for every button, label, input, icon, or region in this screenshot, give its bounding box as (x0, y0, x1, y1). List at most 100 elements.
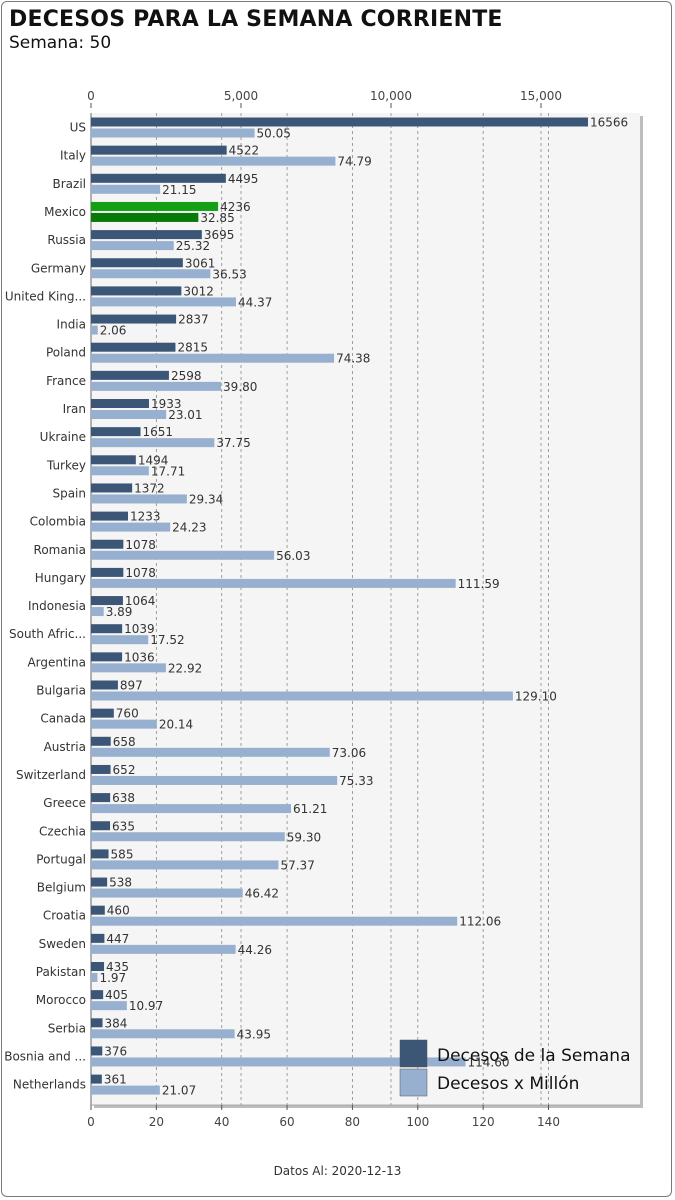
deaths-value-label: 1064 (125, 594, 156, 608)
category-label: France (46, 374, 86, 388)
category-label: Brazil (53, 177, 87, 191)
per-million-value-label: 114.60 (467, 1055, 509, 1069)
per-million-bar (91, 1057, 466, 1067)
top-axis-tick-label: 15,000 (520, 89, 562, 103)
deaths-value-label: 1036 (124, 650, 155, 664)
chart-subtitle: Semana: 50 (9, 33, 112, 53)
category-label: Morocco (36, 993, 86, 1007)
category-label: Bulgaria (36, 684, 86, 698)
deaths-bar (91, 1018, 103, 1028)
bottom-axis-tick-label: 120 (472, 1115, 495, 1129)
category-label: United King... (5, 289, 86, 303)
category-label: Mexico (44, 205, 86, 219)
per-million-value-label: 23.01 (168, 408, 202, 422)
deaths-bar (91, 173, 226, 183)
bottom-axis-tick-label: 20 (149, 1115, 164, 1129)
per-million-bar (91, 860, 279, 870)
category-label: Austria (44, 740, 86, 754)
category-label: Romania (34, 543, 86, 557)
deaths-value-label: 435 (106, 960, 129, 974)
category-label: Italy (60, 149, 86, 163)
deaths-value-label: 1494 (138, 453, 169, 467)
per-million-value-label: 59.30 (287, 830, 321, 844)
per-million-bar (91, 550, 275, 560)
deaths-value-label: 538 (109, 876, 132, 890)
category-label: India (57, 318, 86, 332)
deaths-bar (91, 455, 136, 465)
deaths-bar (91, 821, 111, 831)
per-million-value-label: 20.14 (159, 718, 193, 732)
deaths-bar (91, 877, 108, 887)
deaths-value-label: 652 (113, 763, 136, 777)
per-million-value-label: 50.05 (257, 127, 291, 141)
deaths-bar (91, 680, 118, 690)
category-label: Indonesia (28, 599, 86, 613)
top-axis-tick-label: 5,000 (224, 89, 258, 103)
bottom-axis-tick-label: 140 (537, 1115, 560, 1129)
category-label: South Afric... (9, 627, 86, 641)
deaths-value-label: 16566 (590, 116, 628, 130)
category-label: Belgium (37, 881, 86, 895)
deaths-bar (91, 539, 124, 549)
legend-label-deaths: Decesos de la Semana (437, 1046, 631, 1066)
per-million-value-label: 37.75 (216, 436, 250, 450)
per-million-bar (91, 691, 513, 701)
deaths-value-label: 447 (106, 932, 129, 946)
category-label: Spain (52, 486, 86, 500)
deaths-bar (91, 849, 109, 859)
category-label: Serbia (48, 1021, 86, 1035)
per-million-value-label: 29.34 (189, 492, 223, 506)
per-million-value-label: 1.97 (99, 971, 126, 985)
per-million-bar (91, 663, 166, 673)
deaths-value-label: 2598 (171, 369, 202, 383)
per-million-bar (91, 944, 236, 954)
per-million-bar (91, 212, 199, 222)
deaths-bar (91, 511, 128, 521)
per-million-bar (91, 832, 285, 842)
data-date-footer: Datos Al: 2020-12-13 (273, 1164, 402, 1178)
per-million-value-label: 22.92 (168, 661, 202, 675)
category-label: Hungary (35, 571, 86, 585)
top-axis-tick-label: 0 (87, 89, 95, 103)
category-label: US (70, 121, 86, 135)
deaths-bar (91, 286, 182, 296)
deaths-value-label: 3061 (185, 256, 216, 270)
per-million-value-label: 44.37 (238, 295, 272, 309)
category-label: Iran (63, 402, 86, 416)
deaths-value-label: 376 (104, 1044, 127, 1058)
per-million-bar (91, 156, 336, 166)
per-million-bar (91, 747, 330, 757)
deaths-bar (91, 370, 169, 380)
legend-swatch-deaths (399, 1039, 428, 1068)
deaths-value-label: 460 (107, 904, 130, 918)
per-million-bar (91, 184, 161, 194)
deaths-bar (91, 483, 133, 493)
deaths-value-label: 635 (112, 819, 135, 833)
bottom-axis-tick-label: 100 (406, 1115, 429, 1129)
per-million-value-label: 57.37 (280, 858, 314, 872)
per-million-value-label: 32.85 (200, 211, 234, 225)
per-million-value-label: 74.79 (337, 155, 371, 169)
per-million-value-label: 75.33 (339, 774, 373, 788)
legend: Decesos de la Semana Decesos x Millón (399, 1039, 631, 1097)
deaths-value-label: 760 (116, 707, 139, 721)
legend-label-per-million: Decesos x Millón (437, 1074, 579, 1094)
per-million-value-label: 73.06 (332, 746, 366, 760)
per-million-bar (91, 410, 167, 419)
per-million-bar (91, 888, 243, 898)
per-million-bar (91, 804, 292, 814)
deaths-value-label: 3695 (204, 228, 235, 242)
per-million-value-label: 17.52 (150, 633, 184, 647)
per-million-value-label: 39.80 (223, 380, 257, 394)
category-label: Canada (40, 712, 86, 726)
category-label: Portugal (36, 852, 86, 866)
per-million-bar (91, 438, 215, 448)
deaths-value-label: 1933 (151, 397, 182, 411)
category-label: Netherlands (13, 1078, 86, 1092)
per-million-bar (91, 1001, 127, 1011)
deaths-bar (91, 427, 141, 437)
per-million-bar (91, 466, 149, 476)
per-million-bar (91, 494, 187, 504)
per-million-bar (91, 1029, 235, 1039)
per-million-bar (91, 775, 338, 785)
